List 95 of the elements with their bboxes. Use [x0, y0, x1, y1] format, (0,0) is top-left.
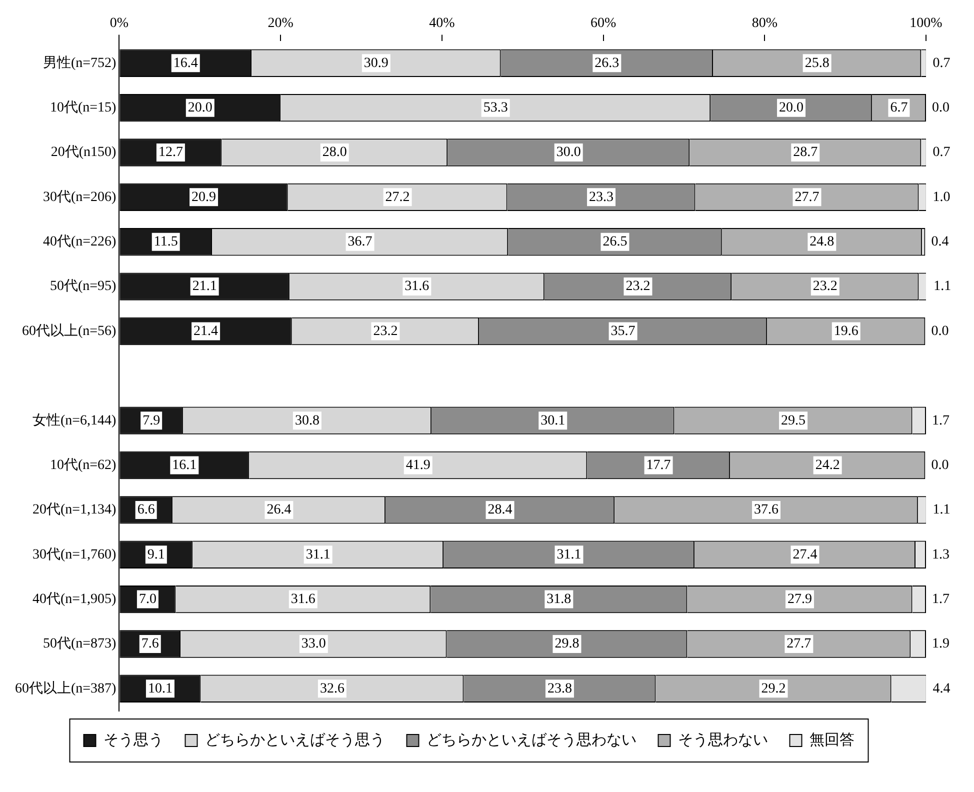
data-label: 0.0	[932, 100, 950, 116]
data-label: 7.6	[141, 636, 159, 652]
y-tick-label: 10代(n=62)	[50, 456, 117, 473]
data-label: 12.7	[158, 145, 183, 160]
y-tick-label: 10代(n=15)	[50, 99, 117, 116]
data-label: 23.3	[589, 190, 614, 205]
data-label: 30.1	[540, 413, 566, 428]
data-label: 27.7	[794, 190, 820, 205]
data-label: 23.2	[812, 279, 838, 294]
y-tick-label: 50代(n=873)	[42, 636, 117, 652]
x-tick-label: 100%	[910, 16, 943, 32]
legend-label: そう思わない	[678, 732, 768, 748]
y-tick-label: 50代(n=95)	[50, 278, 117, 294]
data-label: 31.1	[306, 547, 330, 562]
data-label: 11.5	[154, 234, 178, 250]
data-label: 1.9	[932, 636, 950, 652]
data-label: 0.7	[932, 56, 950, 71]
y-tick-label: 30代(n=206)	[42, 188, 117, 205]
data-label: 30.0	[556, 145, 581, 160]
y-tick-label: 女性(n=6,144)	[32, 412, 117, 428]
legend-label: どちらかといえばそう思う	[204, 732, 385, 748]
data-label: 6.6	[137, 502, 155, 518]
data-label: 25.8	[804, 56, 830, 71]
x-tick-label: 20%	[268, 16, 294, 32]
data-label: 33.0	[301, 636, 326, 652]
data-label: 10.1	[148, 681, 172, 696]
data-label: 16.4	[173, 56, 198, 71]
data-label: 19.6	[834, 324, 858, 339]
data-label: 0.7	[932, 145, 950, 160]
data-label: 1.1	[934, 279, 952, 294]
data-label: 20.9	[192, 190, 216, 205]
data-label: 53.3	[483, 100, 508, 116]
data-label: 31.6	[290, 592, 316, 607]
data-label: 9.1	[147, 547, 165, 562]
data-label: 7.0	[138, 592, 156, 607]
data-label: 29.8	[554, 636, 580, 652]
data-label: 20.0	[188, 100, 212, 116]
data-label: 23.2	[373, 324, 398, 339]
y-tick-label: 20代(n150)	[50, 144, 117, 160]
data-label: 27.7	[786, 636, 812, 652]
data-label: 29.2	[761, 681, 786, 696]
data-label: 27.9	[787, 592, 812, 607]
x-tick-label: 0%	[110, 16, 129, 32]
data-label: 17.7	[646, 458, 671, 473]
data-label: 31.8	[546, 592, 572, 607]
data-label: 6.7	[890, 100, 908, 116]
y-tick-label: 60代以上(n=56)	[22, 322, 117, 339]
data-label: 16.1	[172, 458, 197, 473]
data-label: 41.9	[406, 458, 430, 473]
data-label: 37.6	[754, 502, 779, 518]
data-label: 31.6	[404, 279, 430, 294]
data-label: 29.5	[781, 413, 806, 428]
y-tick-label: 60代以上(n=387)	[14, 680, 117, 696]
data-label: 26.4	[266, 502, 292, 518]
data-label: 35.7	[610, 324, 636, 339]
data-label: 1.3	[932, 547, 950, 562]
data-label: 31.1	[556, 547, 582, 562]
data-label: 28.0	[322, 145, 347, 160]
data-label: 1.0	[932, 190, 950, 205]
data-label: 26.3	[594, 56, 620, 71]
data-label: 27.2	[385, 190, 410, 205]
data-label: 24.8	[810, 234, 834, 250]
data-label: 27.4	[792, 547, 818, 562]
data-label: 4.4	[932, 681, 950, 696]
data-label: 0.0	[931, 324, 949, 339]
data-label: 1.1	[932, 502, 950, 518]
data-label: 7.9	[142, 413, 160, 428]
data-label: 20.0	[779, 100, 804, 116]
data-label: 23.2	[626, 279, 650, 294]
data-label: 21.4	[194, 324, 218, 339]
data-label: 30.9	[364, 56, 388, 71]
legend-label: どちらかといえばそう思わない	[426, 732, 636, 748]
data-label: 24.2	[815, 458, 840, 473]
data-label: 36.7	[348, 234, 372, 250]
data-label: 21.1	[192, 279, 217, 294]
x-tick-label: 80%	[752, 16, 778, 32]
data-label: 1.7	[932, 413, 950, 428]
y-tick-label: 30代(n=1,760)	[32, 546, 117, 562]
data-label: 0.0	[931, 458, 949, 473]
legend-label: 無回答	[809, 731, 854, 748]
x-tick-label: 60%	[590, 16, 616, 32]
data-label: 0.4	[931, 234, 949, 250]
data-label: 32.6	[320, 681, 344, 696]
y-tick-label: 20代(n=1,134)	[32, 502, 117, 518]
data-label: 23.8	[547, 681, 572, 696]
y-tick-label: 男性(n=752)	[42, 54, 117, 71]
y-tick-label: 40代(n=1,905)	[32, 590, 117, 607]
data-label: 30.8	[294, 413, 320, 428]
data-label: 28.4	[488, 502, 512, 518]
x-tick-label: 40%	[429, 16, 456, 32]
y-tick-label: 40代(n=226)	[42, 234, 117, 250]
data-label: 28.7	[793, 145, 818, 160]
data-label: 1.7	[932, 592, 950, 607]
data-label: 26.5	[602, 234, 628, 250]
legend-label: そう思う	[103, 732, 164, 748]
